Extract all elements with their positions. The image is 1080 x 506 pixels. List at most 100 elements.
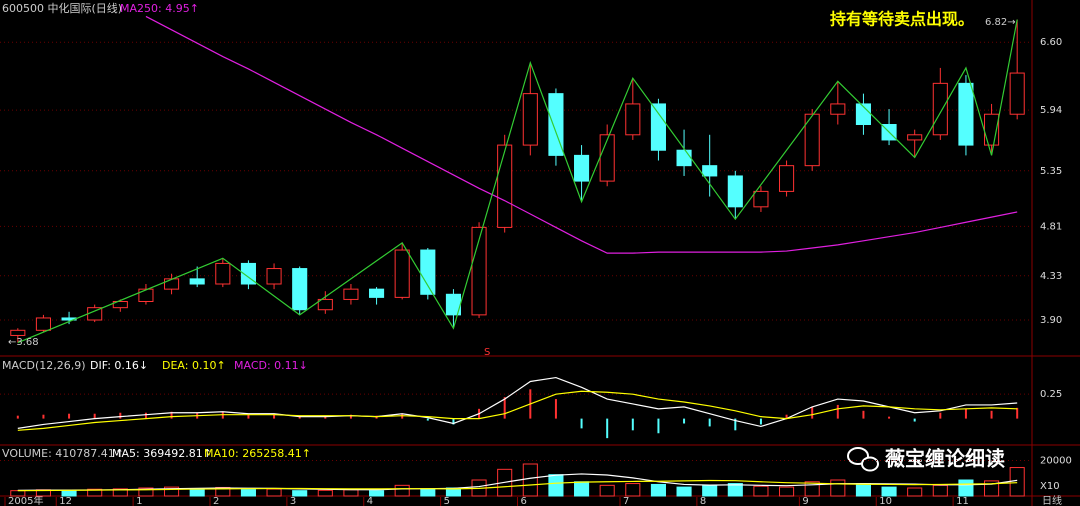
volume-bar [266,488,282,497]
candle-body [240,262,256,285]
candle-body [138,288,154,302]
candle-body [343,288,359,300]
candle-body [1009,72,1025,115]
annotation: 6.82→ [985,17,1016,28]
ma-line [145,15,1018,254]
candle-body [369,288,385,298]
x-tick-label: 12 [59,496,72,506]
candle-body [702,165,718,177]
volume-bar [727,483,743,497]
candle-body [574,154,590,182]
candle-body [599,134,615,182]
volume-bar [240,489,256,497]
y-tick-label: 0.25 [1040,389,1062,400]
volume-bar [702,484,718,497]
candle-body [35,317,51,331]
volume-bar [10,490,26,497]
volume-bar [1009,467,1025,497]
candle-body [189,278,205,285]
candle-body [266,268,282,285]
y-tick-label: 4.33 [1040,271,1062,282]
volume-bar [650,483,666,497]
volume-ma-line [17,479,1018,492]
volume-bar [881,486,897,497]
candle-body [804,113,820,167]
candle-body [215,262,231,285]
indicator-label: MA250: 4.95↑ [120,2,199,15]
y-tick-label: 3.90 [1040,315,1062,326]
x-tick-label: 4 [367,496,373,506]
candle-body [779,165,795,192]
candle-body [907,134,923,141]
x-tick-label: 6 [521,496,527,506]
axis-unit: X10 [1040,481,1060,492]
volume-bar [87,488,103,497]
volume-bar [420,488,436,497]
x-tick-label: 9 [802,496,808,506]
volume-bar [932,484,948,497]
x-tick-label: 2 [213,496,219,506]
y-tick-label: 5.94 [1040,105,1062,116]
indicator-label: DEA: 0.10↑ [162,359,226,372]
x-tick-label: 8 [700,496,706,506]
volume-bar [676,486,692,497]
candle-body [753,190,769,208]
volume-bar [548,474,564,497]
panel-title: MACD(12,26,9) [2,359,86,372]
volume-bar [112,488,128,497]
y-tick-label: 6.60 [1040,37,1062,48]
y-tick-label: 4.81 [1040,221,1062,232]
candle-body [830,103,846,115]
volume-bar [317,489,333,497]
volume-bar [599,484,615,497]
x-tick-label: 5 [444,496,450,506]
x-tick-label: 7 [623,496,629,506]
candle-body [676,149,692,167]
panel-title: VOLUME: 410787.41↑ [2,447,124,460]
candle-body [292,268,308,311]
x-tick-label: 2005年 [8,494,43,506]
x-tick-label: 1 [136,496,142,506]
candle-body [317,298,333,311]
zigzag-line [17,19,1018,344]
candle-body [497,144,513,228]
candle-body [958,82,974,146]
volume-bar [394,484,410,497]
volume-bar [753,485,769,497]
wechat-icon [847,447,879,472]
volume-bar [855,483,871,497]
candle-body [548,93,564,156]
candle-body [932,82,948,136]
candle-body [522,93,538,146]
x-tick-label: 3 [290,496,296,506]
candle-body [394,249,410,298]
volume-bar [522,463,538,497]
volume-bar [369,490,385,497]
volume-bar [138,487,154,497]
macd-line [17,376,1018,429]
volume-bar [61,489,77,497]
indicator-label: MA10: 265258.41↑ [204,447,311,460]
chart-title: 600500 中化国际(日线) [2,1,122,15]
annotation: S [484,347,490,358]
x-tick-label: 10 [879,496,892,506]
volume-bar [830,479,846,497]
macd-line [17,390,1018,431]
indicator-label: MACD: 0.11↓ [234,359,308,372]
candle-body [164,278,180,290]
annotation: ←3.68 [8,337,39,348]
annotation: 持有等待卖点出现。 [830,10,974,29]
volume-bar [292,490,308,497]
x-tick-label: 11 [956,496,969,506]
volume-bar [164,486,180,497]
y-tick-label: 5.35 [1040,166,1062,177]
candle-body [10,329,26,336]
indicator-label: DIF: 0.16↓ [90,359,148,372]
y-tick-label: 20000 [1040,455,1072,466]
candle-body [471,226,487,316]
period-label: 日线 [1042,494,1062,506]
indicator-label: MA5: 369492.81↑ [112,447,212,460]
